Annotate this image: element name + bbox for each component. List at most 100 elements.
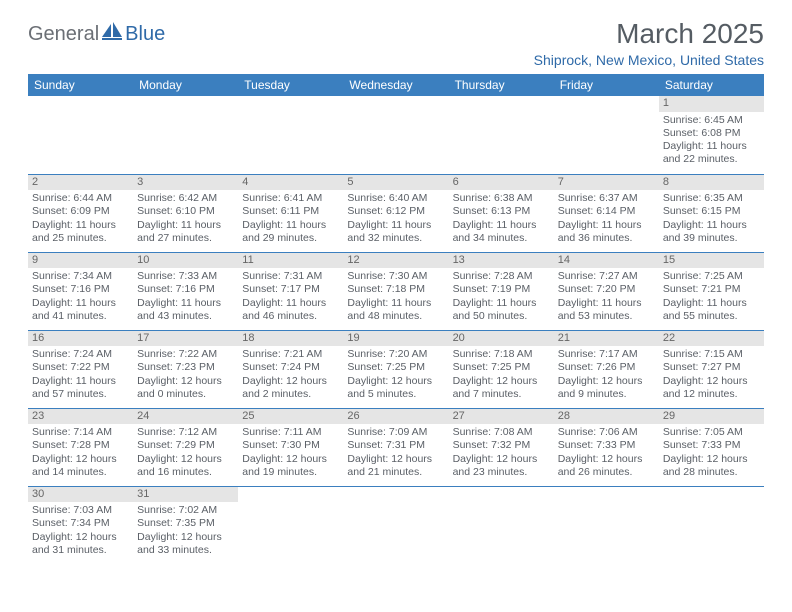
day-number: 11 [238, 253, 343, 269]
calendar-cell: 21Sunrise: 7:17 AMSunset: 7:26 PMDayligh… [554, 330, 659, 408]
daylight-text: Daylight: 12 hours and 23 minutes. [453, 453, 550, 479]
sunrise-text: Sunrise: 7:24 AM [32, 348, 129, 361]
daylight-text: Daylight: 11 hours and 22 minutes. [663, 140, 760, 166]
sunset-text: Sunset: 7:34 PM [32, 517, 129, 530]
sunset-text: Sunset: 7:33 PM [558, 439, 655, 452]
sunrise-text: Sunrise: 7:12 AM [137, 426, 234, 439]
sunset-text: Sunset: 7:16 PM [137, 283, 234, 296]
sunset-text: Sunset: 6:14 PM [558, 205, 655, 218]
brand-logo: General Blue [28, 22, 165, 46]
calendar-cell: 2Sunrise: 6:44 AMSunset: 6:09 PMDaylight… [28, 174, 133, 252]
sunset-text: Sunset: 7:24 PM [242, 361, 339, 374]
day-number: 20 [449, 331, 554, 347]
brand-part1: General [28, 23, 99, 46]
daylight-text: Daylight: 12 hours and 12 minutes. [663, 375, 760, 401]
day-number: 12 [343, 253, 448, 269]
calendar-cell: . [554, 486, 659, 564]
sunset-text: Sunset: 7:33 PM [663, 439, 760, 452]
calendar-cell: 26Sunrise: 7:09 AMSunset: 7:31 PMDayligh… [343, 408, 448, 486]
calendar-cell: 3Sunrise: 6:42 AMSunset: 6:10 PMDaylight… [133, 174, 238, 252]
sunrise-text: Sunrise: 7:14 AM [32, 426, 129, 439]
calendar-cell: 14Sunrise: 7:27 AMSunset: 7:20 PMDayligh… [554, 252, 659, 330]
sunset-text: Sunset: 6:13 PM [453, 205, 550, 218]
calendar-cell: 20Sunrise: 7:18 AMSunset: 7:25 PMDayligh… [449, 330, 554, 408]
daylight-text: Daylight: 11 hours and 46 minutes. [242, 297, 339, 323]
sunset-text: Sunset: 7:27 PM [663, 361, 760, 374]
day-number: 30 [28, 487, 133, 503]
daylight-text: Daylight: 12 hours and 19 minutes. [242, 453, 339, 479]
sunset-text: Sunset: 7:17 PM [242, 283, 339, 296]
daylight-text: Daylight: 11 hours and 43 minutes. [137, 297, 234, 323]
calendar-cell: 1 Sunrise: 6:45 AMSunset: 6:08 PMDaylight… [659, 96, 764, 174]
sunset-text: Sunset: 7:30 PM [242, 439, 339, 452]
day-header: Friday [554, 74, 659, 96]
calendar-cell: 6Sunrise: 6:38 AMSunset: 6:13 PMDaylight… [449, 174, 554, 252]
day-number: 1 [659, 96, 764, 112]
calendar-cell: 31Sunrise: 7:02 AMSunset: 7:35 PMDayligh… [133, 486, 238, 564]
day-header: Monday [133, 74, 238, 96]
calendar-cell: 5Sunrise: 6:40 AMSunset: 6:12 PMDaylight… [343, 174, 448, 252]
calendar-cell: 15Sunrise: 7:25 AMSunset: 7:21 PMDayligh… [659, 252, 764, 330]
location-text: Shiprock, New Mexico, United States [534, 52, 764, 68]
sunrise-text: Sunrise: 6:44 AM [32, 192, 129, 205]
sunset-text: Sunset: 7:25 PM [453, 361, 550, 374]
header: General Blue March 2025 Shiprock, New Me… [28, 18, 764, 68]
calendar-week: 16Sunrise: 7:24 AMSunset: 7:22 PMDayligh… [28, 330, 764, 408]
calendar-cell: 13Sunrise: 7:28 AMSunset: 7:19 PMDayligh… [449, 252, 554, 330]
daylight-text: Daylight: 12 hours and 31 minutes. [32, 531, 129, 557]
title-block: March 2025 Shiprock, New Mexico, United … [534, 18, 764, 68]
day-header: Tuesday [238, 74, 343, 96]
day-number: 18 [238, 331, 343, 347]
calendar-cell: . [238, 96, 343, 174]
sunset-text: Sunset: 7:28 PM [32, 439, 129, 452]
day-number: 27 [449, 409, 554, 425]
sunrise-text: Sunrise: 6:41 AM [242, 192, 339, 205]
calendar-cell: . [343, 96, 448, 174]
sunrise-text: Sunrise: 7:17 AM [558, 348, 655, 361]
day-number: 13 [449, 253, 554, 269]
calendar-cell: 28Sunrise: 7:06 AMSunset: 7:33 PMDayligh… [554, 408, 659, 486]
sunrise-text: Sunrise: 7:22 AM [137, 348, 234, 361]
sunrise-text: Sunrise: 7:27 AM [558, 270, 655, 283]
sunrise-text: Sunrise: 7:09 AM [347, 426, 444, 439]
sunrise-text: Sunrise: 6:35 AM [663, 192, 760, 205]
day-number: 2 [28, 175, 133, 191]
daylight-text: Daylight: 12 hours and 21 minutes. [347, 453, 444, 479]
daylight-text: Daylight: 12 hours and 33 minutes. [137, 531, 234, 557]
sunset-text: Sunset: 7:18 PM [347, 283, 444, 296]
month-title: March 2025 [534, 18, 764, 50]
sunrise-text: Sunrise: 7:20 AM [347, 348, 444, 361]
sunset-text: Sunset: 6:08 PM [663, 127, 760, 140]
sunrise-text: Sunrise: 7:15 AM [663, 348, 760, 361]
day-number: 31 [133, 487, 238, 503]
sunset-text: Sunset: 7:19 PM [453, 283, 550, 296]
day-number: 6 [449, 175, 554, 191]
calendar-cell: 30Sunrise: 7:03 AMSunset: 7:34 PMDayligh… [28, 486, 133, 564]
sunrise-text: Sunrise: 7:28 AM [453, 270, 550, 283]
day-number: 8 [659, 175, 764, 191]
daylight-text: Daylight: 12 hours and 28 minutes. [663, 453, 760, 479]
calendar-week: 9Sunrise: 7:34 AMSunset: 7:16 PMDaylight… [28, 252, 764, 330]
sunrise-text: Sunrise: 7:05 AM [663, 426, 760, 439]
calendar-cell: 10Sunrise: 7:33 AMSunset: 7:16 PMDayligh… [133, 252, 238, 330]
sunrise-text: Sunrise: 7:03 AM [32, 504, 129, 517]
day-number: 5 [343, 175, 448, 191]
daylight-text: Daylight: 12 hours and 2 minutes. [242, 375, 339, 401]
calendar-cell: 17Sunrise: 7:22 AMSunset: 7:23 PMDayligh… [133, 330, 238, 408]
sunrise-text: Sunrise: 7:11 AM [242, 426, 339, 439]
calendar-cell: 24Sunrise: 7:12 AMSunset: 7:29 PMDayligh… [133, 408, 238, 486]
sunrise-text: Sunrise: 6:45 AM [663, 114, 760, 127]
day-number: 25 [238, 409, 343, 425]
day-number: 3 [133, 175, 238, 191]
daylight-text: Daylight: 12 hours and 5 minutes. [347, 375, 444, 401]
sunrise-text: Sunrise: 7:02 AM [137, 504, 234, 517]
sunrise-text: Sunrise: 7:34 AM [32, 270, 129, 283]
day-number: 19 [343, 331, 448, 347]
sunset-text: Sunset: 6:15 PM [663, 205, 760, 218]
day-number: 24 [133, 409, 238, 425]
calendar-cell: 29Sunrise: 7:05 AMSunset: 7:33 PMDayligh… [659, 408, 764, 486]
daylight-text: Daylight: 11 hours and 50 minutes. [453, 297, 550, 323]
daylight-text: Daylight: 12 hours and 0 minutes. [137, 375, 234, 401]
calendar-cell: 18Sunrise: 7:21 AMSunset: 7:24 PMDayligh… [238, 330, 343, 408]
day-number: 29 [659, 409, 764, 425]
